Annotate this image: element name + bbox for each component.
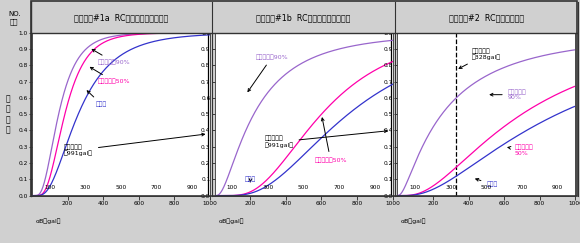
- Text: 非超過確率
50%: 非超過確率 50%: [508, 144, 534, 156]
- Text: 損傷関数: 損傷関数: [477, 22, 495, 31]
- Text: αB（gal）: αB（gal）: [35, 218, 61, 224]
- Text: αB（gal）: αB（gal）: [218, 218, 244, 224]
- Text: 損傷関数: 損傷関数: [112, 22, 130, 31]
- Text: 非超過確率90%: 非超過確率90%: [248, 54, 288, 92]
- Text: 期待値: 期待値: [87, 91, 107, 107]
- Text: NO.
名称: NO. 名称: [8, 11, 21, 25]
- Text: 設計地震動
（328gaI）: 設計地震動 （328gaI）: [459, 48, 501, 69]
- Text: αB（gal）: αB（gal）: [401, 218, 426, 224]
- Text: 非超過確率
90%: 非超過確率 90%: [490, 89, 527, 100]
- Text: 事例解析#1a  RC単柱式橋脚（既設）: 事例解析#1a RC単柱式橋脚（既設）: [74, 14, 168, 23]
- Text: 設計地震動
（991gaI）: 設計地震動 （991gaI）: [264, 130, 387, 148]
- Text: 損傷関数: 損傷関数: [295, 22, 313, 31]
- Text: 非超過確率50%: 非超過確率50%: [314, 118, 347, 163]
- Text: 期待値: 期待値: [476, 178, 498, 187]
- Text: 期待値: 期待値: [245, 176, 256, 182]
- Text: 損
失
関
数: 損 失 関 数: [6, 94, 10, 134]
- Text: 非超過確率90%: 非超過確率90%: [92, 49, 130, 65]
- Text: 非超過確率50%: 非超過確率50%: [90, 67, 130, 85]
- Text: 事例解析#1b  RC単柱式橋脚（補強）: 事例解析#1b RC単柱式橋脚（補強）: [256, 14, 351, 23]
- Text: 事例解析#2  RCラーメン橋脚: 事例解析#2 RCラーメン橋脚: [449, 14, 524, 23]
- Text: 設計地震動
（991gal）: 設計地震動 （991gal）: [64, 133, 205, 156]
